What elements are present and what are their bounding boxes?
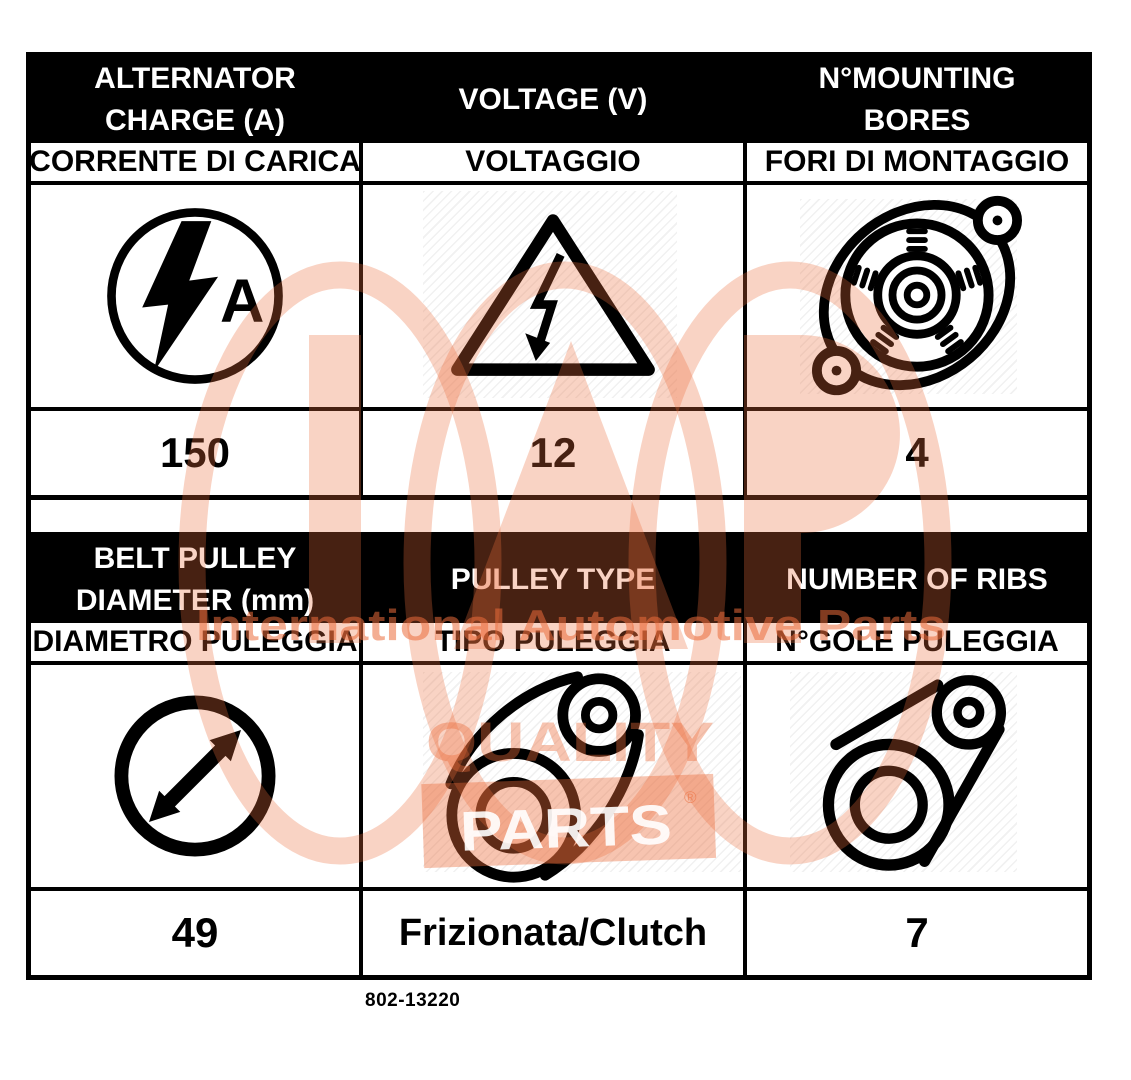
clutch-pulley-cell (363, 665, 747, 891)
mounting-bores-value: 4 (747, 411, 1087, 495)
voltage-cell (363, 185, 747, 411)
clutch-belt-pulley-icon (445, 670, 644, 883)
subheader-diametro-puleggia: DIAMETRO PULEGGIA (31, 623, 363, 665)
icon-row-electrical: A (31, 185, 1087, 411)
mounting-bores-cell (747, 185, 1087, 411)
subheader-tipo-puleggia: TIPO PULEGGIA (363, 623, 747, 665)
subheader-voltaggio: VOLTAGGIO (363, 143, 747, 185)
header-number-of-ribs: NUMBER OF RIBS (786, 563, 1048, 596)
spec-table: ALTERNATOR CHARGE (A) VOLTAGE (V) N°MOUN… (26, 52, 1092, 980)
voltage-value: 12 (363, 411, 747, 495)
header-row-pulley: BELT PULLEY DIAMETER (mm) PULLEY TYPE NU… (31, 537, 1087, 623)
value-row-pulley: 49 Frizionata/Clutch 7 (31, 891, 1087, 975)
ribbed-belt-pulley-icon (822, 675, 1007, 871)
pulley-diameter-icon (114, 695, 276, 857)
subheader-ngole-puleggia: N°GOLE PULEGGIA (747, 623, 1087, 665)
alternator-mounting-bores-icon (811, 195, 1023, 395)
subheader-row-electrical: CORRENTE DI CARICA VOLTAGGIO FORI DI MON… (29, 143, 1087, 185)
icon-row-pulley (31, 665, 1087, 891)
value-row-electrical: 150 12 4 (31, 411, 1087, 495)
header-alternator-charge: ALTERNATOR CHARGE (A) (31, 57, 363, 143)
spec-section-electrical: ALTERNATOR CHARGE (A) VOLTAGE (V) N°MOUN… (29, 57, 1087, 495)
header-belt-pulley-diameter: BELT PULLEY DIAMETER (mm) (31, 537, 363, 623)
subheader-row-pulley: DIAMETRO PULEGGIA TIPO PULEGGIA N°GOLE P… (31, 623, 1087, 665)
subheader-fori-di-montaggio: FORI DI MONTAGGIO (747, 143, 1087, 185)
header-pulley-type: PULLEY TYPE (363, 537, 747, 623)
amp-charge-cell: A (31, 185, 363, 411)
high-voltage-triangle-icon (451, 214, 655, 376)
header-mounting-bores: N°MOUNTING BORES (818, 62, 1016, 137)
header-voltage: VOLTAGE (V) (363, 57, 747, 143)
pulley-type-value: Frizionata/Clutch (363, 891, 747, 975)
amp-charge-icon: A (107, 208, 283, 384)
ribbed-pulley-cell (747, 665, 1087, 891)
subheader-corrente-di-carica: CORRENTE DI CARICA (29, 143, 363, 185)
part-number: 802-13220 (365, 990, 461, 1011)
header-row-electrical: ALTERNATOR CHARGE (A) VOLTAGE (V) N°MOUN… (31, 57, 1087, 143)
pulley-diameter-value: 49 (31, 891, 363, 975)
ampere-letter: A (220, 267, 264, 336)
pulley-diameter-cell (31, 665, 363, 891)
section-divider (31, 495, 1087, 537)
spec-section-pulley: BELT PULLEY DIAMETER (mm) PULLEY TYPE NU… (31, 537, 1087, 975)
alternator-charge-value: 150 (31, 411, 363, 495)
ribs-value: 7 (747, 891, 1087, 975)
